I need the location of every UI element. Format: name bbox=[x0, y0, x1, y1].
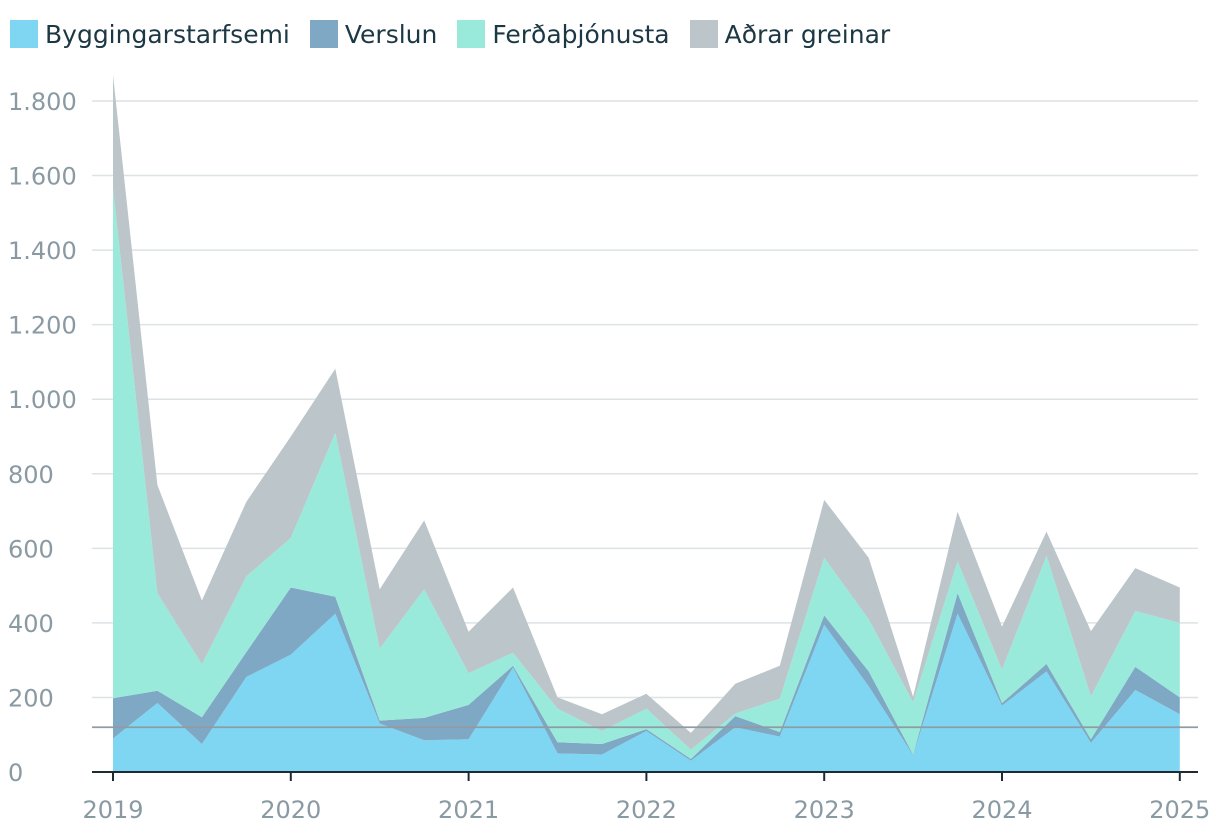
x-tick-label-0: 2019 bbox=[82, 796, 143, 824]
legend-item-verslun[interactable]: Verslun bbox=[309, 19, 438, 49]
chart-legend: Byggingarstarfsemi Verslun Ferðaþjónusta… bbox=[10, 14, 910, 54]
legend-label-ferdathjonusta: Ferðaþjónusta bbox=[492, 19, 670, 49]
y-tick-label-3: 600 bbox=[8, 535, 54, 563]
y-tick-label-1: 200 bbox=[8, 684, 54, 712]
x-tick-label-2: 2021 bbox=[438, 796, 499, 824]
legend-label-adrar-greinar: Aðrar greinar bbox=[724, 19, 891, 49]
x-tick-label-3: 2022 bbox=[616, 796, 677, 824]
legend-swatch-adrar-greinar bbox=[689, 20, 718, 48]
y-tick-label-5: 1.000 bbox=[8, 386, 77, 414]
area-series-ferdathjonusta bbox=[113, 188, 1180, 760]
y-tick-label-2: 400 bbox=[8, 610, 54, 638]
y-tick-label-8: 1.600 bbox=[8, 163, 77, 191]
legend-item-ferdathjonusta[interactable]: Ferðaþjónusta bbox=[457, 19, 670, 49]
x-tick-label-5: 2024 bbox=[971, 796, 1032, 824]
x-tick-label-4: 2023 bbox=[794, 796, 855, 824]
legend-item-adrar-greinar[interactable]: Aðrar greinar bbox=[689, 19, 891, 49]
x-tick-label-6: 2025 bbox=[1149, 796, 1210, 824]
legend-label-verslun: Verslun bbox=[344, 19, 438, 49]
legend-swatch-verslun bbox=[309, 20, 338, 48]
y-tick-label-6: 1.200 bbox=[8, 312, 77, 340]
legend-label-byggingarstarfsemi: Byggingarstarfsemi bbox=[45, 19, 290, 49]
y-tick-label-7: 1.400 bbox=[8, 237, 77, 265]
x-tick-label-1: 2020 bbox=[260, 796, 321, 824]
legend-swatch-byggingarstarfsemi bbox=[10, 20, 38, 48]
y-tick-label-0: 0 bbox=[8, 759, 23, 787]
y-tick-label-4: 800 bbox=[8, 461, 54, 489]
area-series-byggingarstarfsemi bbox=[113, 613, 1180, 772]
area-series-adrar-greinar bbox=[113, 74, 1180, 750]
legend-item-byggingarstarfsemi[interactable]: Byggingarstarfsemi bbox=[10, 20, 290, 49]
y-tick-label-9: 1.800 bbox=[8, 88, 77, 116]
legend-swatch-ferdathjonusta bbox=[457, 20, 486, 48]
